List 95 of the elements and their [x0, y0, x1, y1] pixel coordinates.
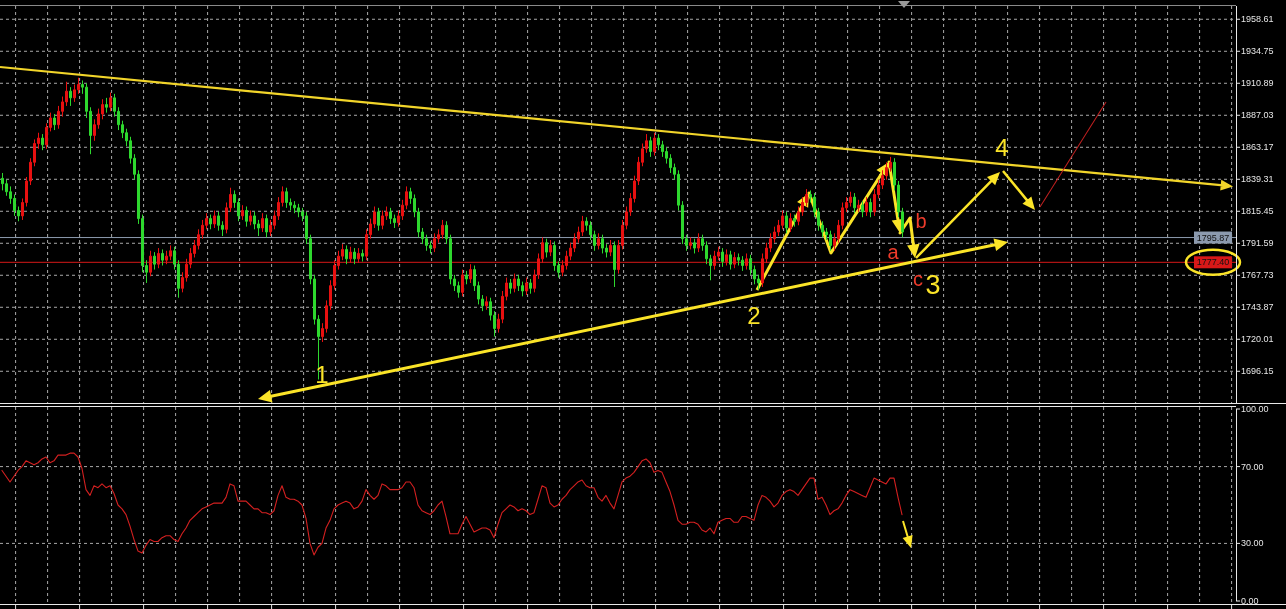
candlestick: [513, 273, 516, 293]
annotation: b: [915, 210, 927, 232]
y-tick-label: 30.00: [1241, 538, 1264, 549]
candlestick: [241, 204, 244, 221]
candlestick: [509, 278, 512, 295]
candlestick: [461, 269, 464, 297]
candlestick: [609, 239, 612, 257]
candlestick: [249, 210, 252, 226]
candlestick: [209, 214, 212, 230]
line-series: [1, 452, 903, 556]
candlestick: [69, 86, 72, 107]
y-tick-label: 0.00: [1241, 596, 1259, 606]
candlestick: [41, 133, 44, 151]
candlestick: [613, 240, 616, 288]
ref-line-label: 1777.40: [1196, 257, 1230, 268]
candlestick: [725, 248, 728, 267]
candlestick: [525, 277, 528, 296]
candlestick: [345, 244, 348, 265]
annotation: 4: [995, 133, 1009, 161]
candlestick: [377, 207, 380, 232]
candlestick: [361, 248, 364, 262]
candlestick: [789, 212, 792, 233]
annotation: c: [913, 268, 923, 290]
candlestick: [597, 232, 600, 250]
candlestick: [441, 219, 444, 240]
y-tick-label: 1958.61: [1241, 14, 1274, 25]
annotation: 2: [747, 301, 761, 329]
candlestick: [737, 252, 740, 267]
candlestick: [853, 192, 856, 214]
candlestick: [261, 212, 264, 233]
candlestick: [149, 250, 152, 277]
annotation: 1: [315, 360, 329, 388]
candlestick: [465, 270, 468, 285]
y-tick-label: 1815.45: [1241, 206, 1274, 217]
candlestick: [109, 92, 112, 112]
y-tick-label: 1696.15: [1241, 366, 1274, 377]
y-tick-label: 1767.73: [1241, 270, 1274, 281]
y-tick-label: 1720.01: [1241, 334, 1274, 345]
candlestick: [245, 206, 248, 228]
candlestick: [529, 278, 532, 295]
candlestick: [869, 197, 872, 218]
candlestick: [745, 252, 748, 271]
candlestick: [517, 274, 520, 292]
y-tick-label: 1743.87: [1241, 302, 1274, 313]
candlestick: [785, 211, 788, 234]
candlestick: [741, 255, 744, 272]
candlestick: [693, 238, 696, 254]
candlestick: [389, 207, 392, 225]
candlestick: [105, 97, 108, 114]
candlestick: [297, 203, 300, 218]
candlestick: [469, 263, 472, 284]
y-tick-label: 100.00: [1241, 404, 1269, 414]
y-tick-label: 1910.89: [1241, 78, 1274, 89]
candlestick: [285, 187, 288, 209]
candlestick: [729, 250, 732, 271]
candlestick: [549, 239, 552, 257]
candlestick: [433, 232, 436, 253]
candlestick: [601, 234, 604, 254]
y-tick-label: 1887.03: [1241, 110, 1274, 121]
candlestick: [293, 200, 296, 214]
ref-line-label: 1795.87: [1196, 232, 1230, 243]
candlestick: [697, 232, 700, 253]
candlestick: [169, 244, 172, 261]
candlestick: [649, 136, 652, 158]
candlestick: [713, 250, 716, 271]
candlestick: [153, 251, 156, 271]
candlestick: [721, 247, 724, 268]
annotation: 3: [925, 270, 941, 300]
candlestick: [829, 230, 832, 252]
candlestick: [849, 191, 852, 208]
candlestick: [733, 251, 736, 269]
candlestick: [349, 246, 352, 264]
candlestick: [161, 248, 164, 267]
y-tick-label: 1863.17: [1241, 142, 1274, 153]
candlestick: [485, 295, 488, 311]
candlestick: [357, 247, 360, 264]
candlestick: [381, 210, 384, 230]
candlestick: [217, 211, 220, 232]
candlestick: [689, 236, 692, 250]
candlestick: [53, 113, 56, 131]
y-tick-label: 1934.75: [1241, 46, 1274, 57]
candlestick: [865, 196, 868, 217]
y-tick-label: 1791.59: [1241, 238, 1274, 249]
candlestick: [157, 247, 160, 269]
y-tick-label: 70.00: [1241, 461, 1264, 472]
candlestick: [545, 238, 548, 258]
candlestick: [793, 214, 796, 228]
candlestick: [265, 214, 268, 238]
candlestick: [857, 199, 860, 213]
y-tick-label: 1839.31: [1241, 174, 1274, 185]
candlestick: [353, 247, 356, 265]
candlestick: [213, 210, 216, 229]
annotation: a: [887, 241, 900, 263]
candlestick: [653, 132, 656, 157]
candlestick: [861, 200, 864, 218]
